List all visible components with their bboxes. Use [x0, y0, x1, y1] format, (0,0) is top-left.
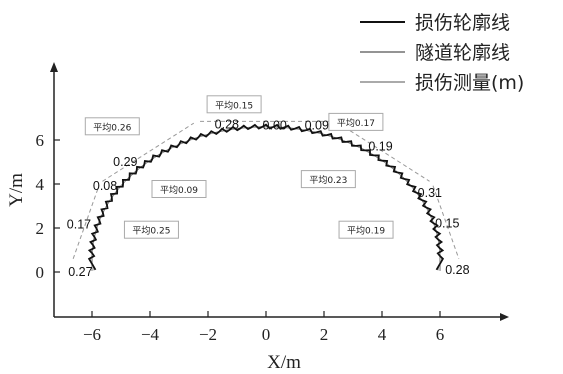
- average-box: [338, 220, 394, 239]
- damage-value-label: 0.29: [113, 155, 137, 169]
- x-tick-label: −6: [83, 325, 101, 344]
- damage-profile-line: [87, 123, 445, 271]
- average-box: [300, 170, 356, 189]
- damage-value-label: 0.09: [305, 119, 329, 133]
- x-tick-label: 2: [320, 325, 329, 344]
- x-tick-label: 0: [262, 325, 271, 344]
- average-label: 平均0.23: [309, 174, 347, 186]
- x-tick-label: −4: [141, 325, 160, 344]
- average-box: [328, 112, 384, 131]
- damage-value-label: 0.31: [418, 186, 442, 200]
- x-axis-arrow: [500, 313, 509, 321]
- damage-value-label: 0.08: [93, 179, 117, 193]
- average-label: 平均0.25: [132, 225, 170, 237]
- damage-value-label: 0.19: [368, 140, 392, 154]
- damage-value-label: 0.27: [68, 265, 92, 279]
- average-label: 平均0.19: [347, 225, 385, 237]
- y-tick-label: 0: [36, 263, 45, 282]
- y-tick-label: 6: [36, 131, 45, 150]
- average-label: 平均0.17: [337, 117, 375, 129]
- y-ticks: 0 2 4 6: [36, 131, 60, 282]
- average-zone-outline: [72, 185, 100, 259]
- average-label: 平均0.26: [93, 121, 131, 133]
- axes: [50, 62, 509, 321]
- x-tick-label: 4: [378, 325, 387, 344]
- x-tick-label: −2: [199, 325, 217, 344]
- x-axis-label: X/m: [267, 352, 301, 373]
- average-box: [123, 220, 179, 239]
- average-zones: [72, 120, 460, 259]
- y-tick-label: 2: [36, 219, 45, 238]
- average-label: 平均0.09: [160, 184, 198, 196]
- average-box: [151, 180, 207, 198]
- y-axis-label: Y/m: [6, 173, 27, 207]
- damage-value-label: 0.17: [67, 218, 91, 232]
- average-box: [84, 117, 140, 136]
- legend-label: 隧道轮廓线: [415, 42, 510, 64]
- average-label: 平均0.15: [215, 99, 253, 111]
- y-tick-label: 4: [36, 175, 45, 194]
- x-tick-label: 6: [436, 325, 445, 344]
- average-boxes: 平均0.26 平均0.15 平均0.17 平均0.09 平均0.23 平均0.25 平均0.…: [84, 95, 394, 239]
- damage-value-label: 0.15: [435, 217, 459, 231]
- legend-label: 损伤轮廓线: [415, 12, 510, 34]
- x-ticks: −6 −4 −2 0 2 4 6: [83, 311, 444, 344]
- average-zone-outline: [432, 185, 460, 259]
- legend-label: 损伤测量(m): [415, 72, 524, 94]
- damage-value-label: 0.28: [215, 118, 239, 132]
- y-axis-arrow: [50, 62, 58, 72]
- damage-value-label: 0.28: [445, 263, 469, 277]
- damage-value-labels: 0.27 0.17 0.08 0.29 0.28 0.00 0.09 0.19 0.31 0.15…: [67, 118, 470, 279]
- average-box: [206, 95, 262, 114]
- damage-value-label: 0.00: [263, 119, 287, 133]
